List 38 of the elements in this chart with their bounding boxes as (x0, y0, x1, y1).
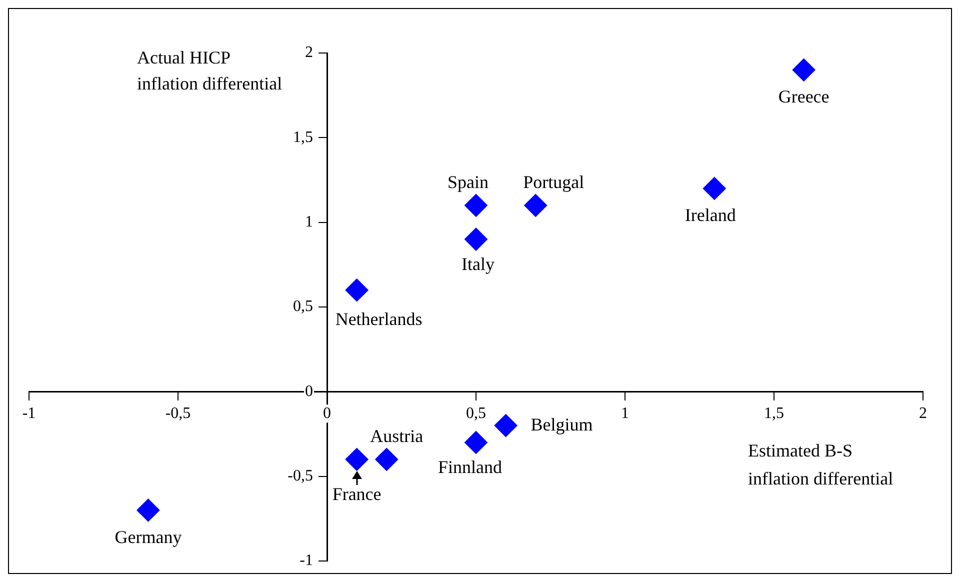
y-tick-label: 2 (305, 44, 313, 62)
point (464, 194, 488, 217)
point (494, 414, 518, 438)
y-tick-label: 1,5 (293, 128, 313, 146)
x-tick-label: -1 (22, 404, 36, 422)
y-tick-label: 0,5 (293, 298, 313, 316)
x-tick-label: 1 (621, 404, 629, 422)
series-label: Greece (778, 86, 830, 107)
y-tick-label: 1 (305, 214, 313, 231)
point (345, 278, 368, 302)
point (375, 448, 398, 471)
point (345, 448, 368, 471)
series-label: Finnland (438, 457, 502, 478)
point (136, 498, 160, 522)
point (464, 430, 488, 454)
series-label: Spain (447, 172, 489, 192)
y-tick-label: 0 (305, 382, 313, 400)
series-label: France (332, 484, 382, 504)
series-label: Portugal (523, 172, 584, 192)
y-tick-label: -1 (300, 552, 313, 570)
series-label: Netherlands (335, 308, 422, 329)
point (792, 58, 816, 82)
point (464, 228, 488, 251)
point (524, 194, 548, 217)
x-axis-title: Estimated B-S inflation differential (748, 440, 894, 488)
x-tick-label: 1,5 (764, 404, 784, 422)
series-label: Ireland (684, 205, 736, 226)
x-tick-label: -0,5 (165, 404, 191, 422)
point (702, 176, 726, 200)
x-tick-label: 0,5 (466, 404, 486, 422)
series-label: Germany (114, 526, 182, 547)
y-tick-label: -0,5 (288, 468, 313, 485)
y-axis-title: Actual HICP inflation differential (137, 48, 282, 94)
x-tick-label: 2 (919, 404, 927, 422)
series-label: Austria (370, 426, 424, 446)
series-label: Italy (462, 254, 494, 274)
x-tick-label: 0 (323, 404, 331, 422)
series-label: Belgium (530, 414, 593, 434)
